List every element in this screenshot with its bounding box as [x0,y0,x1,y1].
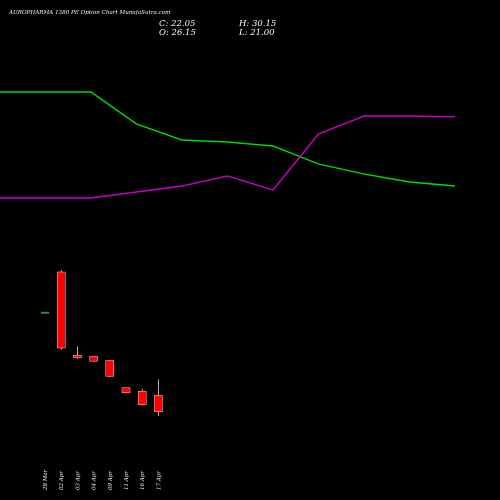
candle-11-apr [121,387,131,394]
candle-body [57,271,66,349]
candle-28-mar [40,311,50,314]
candle-body [89,356,98,362]
x-tick-label: 03 Apr [75,471,81,490]
candle-body [154,395,163,412]
x-tick-label: 16 Apr [140,471,146,490]
high-value: H: 30.15 [239,19,277,29]
low-value: L: 21.00 [239,28,275,38]
candle-body [40,311,50,314]
candle-body [105,360,115,377]
x-tick-label: 11 Apr [124,471,130,490]
series-line-1 [0,115,456,199]
candle-04-apr [89,356,98,362]
x-tick-label: 09 Apr [108,471,114,490]
candle-09-apr [105,360,115,377]
x-tick-label: 17 Apr [156,471,162,490]
candle-02-apr [57,270,66,350]
chart-title: AUROPHARMA 1380 PE Option Chart MunafaSu… [9,10,171,16]
close-value: C: 22.05 [159,19,196,29]
x-tick-label: 04 Apr [92,471,98,490]
candle-16-apr [137,388,147,406]
open-value: O: 26.15 [159,28,196,38]
candle-17-apr [154,379,163,416]
x-tick-label: 28 Mar [43,469,49,491]
candle-body [121,387,131,394]
candle-03-apr [73,346,82,359]
series-line-0 [0,91,456,187]
candle-body [73,355,82,358]
candle-body [137,391,147,406]
x-tick-label: 02 Apr [59,471,65,490]
chart-header: AUROPHARMA 1380 PE Option Chart MunafaSu… [0,0,500,50]
